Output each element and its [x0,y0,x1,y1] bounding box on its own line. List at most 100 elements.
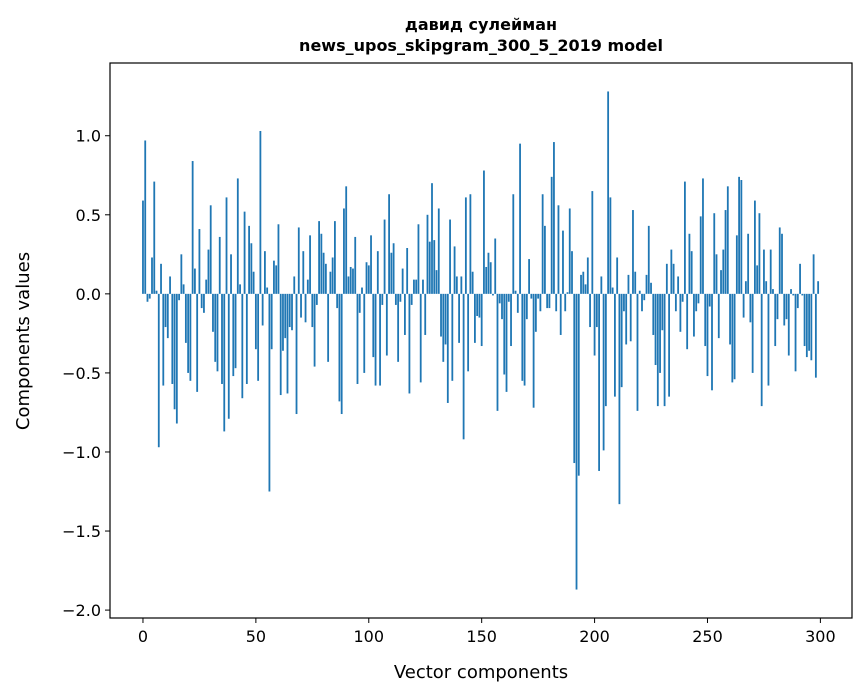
bar-component-54 [264,251,266,294]
bar-component-141 [460,276,463,294]
bar-component-138 [453,246,456,294]
bar-component-273 [758,213,761,294]
bar-component-248 [702,178,704,294]
bar-component-126 [426,214,429,294]
bar-component-30 [209,205,212,294]
y-axis: 1.0 0.5 0.0 −0.5 −1.0 −1.5 −2.0 [62,127,110,620]
bar-component-165 [514,290,517,294]
bar-component-183 [555,293,558,312]
bar-component-3 [148,293,151,299]
bar-component-76 [313,293,316,367]
bar-component-108 [385,293,388,356]
bar-component-46 [245,293,248,384]
bar-component-143 [464,197,467,294]
bar-component-99 [365,262,368,294]
bar-component-180 [548,293,551,309]
bar-component-259 [726,186,729,294]
bar-component-291 [799,263,801,294]
bar-component-14 [173,293,176,410]
bar-component-66 [291,293,293,331]
bar-component-256 [720,270,722,294]
bar-component-53 [261,293,264,326]
bar-component-215 [627,274,630,294]
bar-component-61 [279,293,282,396]
bar-component-275 [763,249,765,294]
bar-component-10 [164,293,167,328]
bar-component-181 [550,176,553,294]
x-axis: 0 50 100 150 200 250 300 [138,618,836,646]
bar-component-90 [345,186,348,294]
bar-component-269 [749,293,752,323]
bar-component-153 [487,252,490,294]
bar-component-121 [415,279,418,294]
bar-component-255 [717,293,720,339]
bar-component-100 [367,265,370,294]
bar-component-58 [273,260,275,294]
bar-component-152 [485,266,488,294]
bar-component-77 [315,293,318,305]
bar-component-178 [544,225,546,294]
bar-component-170 [525,293,528,320]
y-tick-label: 0.5 [76,206,101,225]
bar-component-26 [200,293,203,309]
bar-component-13 [171,293,174,384]
bar-component-227 [654,293,657,366]
y-tick-label: −1.5 [62,522,101,541]
bar-component-240 [684,181,686,294]
bar-component-179 [546,293,549,309]
bar-component-234 [670,249,673,294]
bar-component-24 [196,293,199,392]
bar-component-149 [478,293,481,318]
bar-component-133 [442,293,445,362]
bar-component-29 [207,249,210,294]
bar-component-60 [277,224,280,294]
bar-component-111 [392,243,395,294]
bar-component-136 [449,219,451,294]
bar-component-8 [160,263,162,294]
bar-component-144 [467,293,470,372]
bar-component-64 [286,293,289,394]
bar-component-109 [388,194,390,294]
bar-component-207 [609,197,612,294]
bar-component-293 [803,293,806,347]
bar-component-287 [790,289,792,294]
bar-component-73 [306,279,309,294]
bar-component-148 [476,293,479,316]
plot-frame [109,62,853,619]
bar-component-224 [647,225,650,294]
bar-component-33 [216,293,219,372]
bar-component-197 [586,257,589,294]
bar-component-236 [674,293,677,312]
bar-component-204 [602,293,605,451]
bar-component-35 [221,293,223,384]
bar-component-101 [370,235,372,294]
bar-component-134 [444,293,447,345]
bar-component-276 [765,281,768,294]
bar-component-114 [399,293,402,302]
bar-component-85 [334,221,336,294]
bar-component-147 [474,293,476,343]
y-tick-label: −0.5 [62,364,101,383]
bar-component-27 [203,293,205,313]
bar-component-44 [241,293,244,399]
bar-component-68 [295,293,298,415]
bar-component-260 [729,293,731,345]
bar-component-250 [706,293,709,377]
bar-component-38 [227,293,230,419]
bar-component-253 [713,213,716,294]
x-tick-label: 150 [466,627,497,646]
bar-component-242 [688,233,691,294]
bar-component-262 [733,293,736,380]
bar-component-173 [532,293,535,408]
bar-component-172 [530,293,533,299]
bar-component-244 [693,293,695,337]
bar-component-40 [232,293,235,377]
bar-component-176 [539,293,542,312]
bar-component-235 [672,263,675,294]
bar-component-231 [663,293,666,407]
bar-component-115 [401,268,404,294]
bar-component-67 [293,276,296,294]
bar-component-214 [625,293,628,345]
bar-component-261 [731,293,734,383]
bar-component-6 [155,290,158,294]
